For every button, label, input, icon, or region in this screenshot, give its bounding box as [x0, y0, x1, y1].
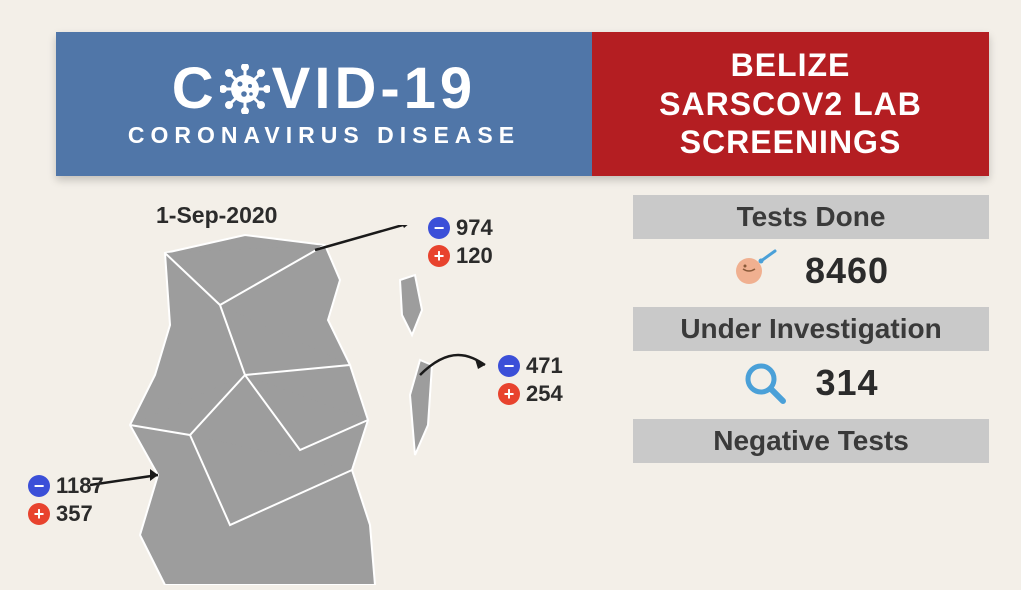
tests-done-value: 8460: [805, 250, 889, 292]
stat-value: 974: [456, 215, 493, 241]
header-covid-panel: C: [56, 32, 592, 176]
covid-vid19: VID-19: [272, 60, 477, 118]
under-investigation-value: 314: [815, 362, 878, 404]
stat-value: 471: [526, 353, 563, 379]
tests-done-heading: Tests Done: [633, 195, 989, 239]
stats-side-panel: Tests Done 8460 Under Investigation: [633, 195, 989, 463]
stat-row-neg: − 974: [428, 215, 493, 241]
stat-value: 254: [526, 381, 563, 407]
covid-19-title: C: [172, 60, 476, 118]
swab-icon: [733, 249, 777, 293]
sarscov2-line: SARSCOV2 LAB: [659, 85, 922, 123]
minus-icon: −: [428, 217, 450, 239]
map-stat-west: − 1187 + 357: [28, 473, 104, 527]
stat-row-neg: − 471: [498, 353, 563, 379]
minus-icon: −: [28, 475, 50, 497]
tests-done-row: 8460: [633, 239, 989, 307]
plus-icon: +: [28, 503, 50, 525]
negative-tests-heading: Negative Tests: [633, 419, 989, 463]
map-stat-north: − 974 + 120: [428, 215, 493, 269]
stat-row-pos: + 254: [498, 381, 563, 407]
stat-row-pos: + 120: [428, 243, 493, 269]
covid-subtitle: CORONAVIRUS DISEASE: [128, 122, 520, 149]
plus-icon: +: [498, 383, 520, 405]
stat-value: 1187: [56, 473, 104, 499]
magnifier-icon: [743, 361, 787, 405]
belize-line: BELIZE: [731, 46, 851, 84]
screenings-line: SCREENINGS: [680, 123, 902, 161]
map-area: − 974 + 120 − 471 + 254 − 1187: [70, 225, 590, 565]
stat-value: 357: [56, 501, 93, 527]
covid-c: C: [172, 60, 218, 118]
infographic-container: C: [0, 0, 1021, 580]
stat-value: 120: [456, 243, 493, 269]
virus-icon: [220, 64, 270, 114]
header-banner: C: [56, 32, 989, 176]
under-investigation-heading: Under Investigation: [633, 307, 989, 351]
under-investigation-row: 314: [633, 351, 989, 419]
map-stat-east: − 471 + 254: [498, 353, 563, 407]
minus-icon: −: [498, 355, 520, 377]
plus-icon: +: [428, 245, 450, 267]
stat-row-neg: − 1187: [28, 473, 104, 499]
stat-row-pos: + 357: [28, 501, 104, 527]
header-screenings-panel: BELIZE SARSCOV2 LAB SCREENINGS: [592, 32, 989, 176]
